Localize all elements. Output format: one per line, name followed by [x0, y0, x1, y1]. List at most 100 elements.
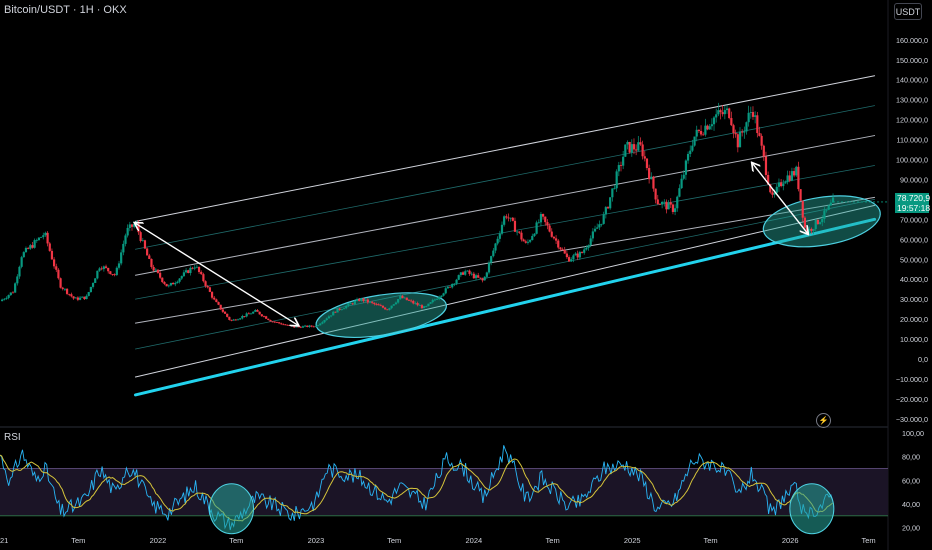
candle-body[interactable]: [122, 243, 125, 253]
candle-body[interactable]: [239, 318, 242, 320]
candle-body[interactable]: [814, 219, 817, 230]
candle-body[interactable]: [743, 131, 746, 133]
candle-body[interactable]: [457, 275, 460, 280]
candle-body[interactable]: [7, 295, 10, 298]
candle-body[interactable]: [96, 270, 99, 279]
candle-body[interactable]: [1, 299, 4, 302]
lightning-icon[interactable]: ⚡: [816, 413, 831, 428]
candle-body[interactable]: [193, 267, 196, 269]
candle-body[interactable]: [152, 266, 155, 271]
candle-body[interactable]: [360, 298, 363, 301]
candle-body[interactable]: [323, 320, 326, 323]
candle-body[interactable]: [412, 300, 415, 304]
candle-body[interactable]: [754, 115, 757, 117]
candle-body[interactable]: [245, 313, 248, 317]
candle-body[interactable]: [133, 224, 136, 227]
candle-body[interactable]: [823, 210, 826, 219]
candle-body[interactable]: [680, 178, 683, 189]
candle-body[interactable]: [591, 231, 594, 239]
candle-body[interactable]: [550, 231, 553, 237]
candle-body[interactable]: [184, 270, 188, 273]
candle-body[interactable]: [362, 298, 365, 302]
candle-body[interactable]: [747, 112, 750, 123]
candle-body[interactable]: [159, 272, 162, 278]
candle-body[interactable]: [639, 142, 642, 145]
candle-body[interactable]: [85, 295, 88, 300]
candle-body[interactable]: [816, 219, 819, 225]
rsi-highlight-circle[interactable]: [789, 483, 835, 535]
candle-body[interactable]: [366, 299, 369, 303]
candle-body[interactable]: [20, 257, 23, 267]
candle-body[interactable]: [518, 231, 521, 233]
candle-body[interactable]: [52, 259, 56, 267]
candle-body[interactable]: [710, 124, 713, 127]
candle-body[interactable]: [451, 283, 454, 288]
candle-body[interactable]: [167, 285, 170, 287]
candle-body[interactable]: [721, 112, 724, 115]
candle-body[interactable]: [777, 182, 781, 187]
rsi-line[interactable]: [0, 445, 834, 531]
candle-body[interactable]: [386, 309, 389, 311]
candle-body[interactable]: [420, 305, 424, 309]
candle-body[interactable]: [606, 207, 610, 209]
candle-body[interactable]: [565, 253, 569, 258]
candle-body[interactable]: [671, 204, 675, 212]
candle-body[interactable]: [390, 305, 393, 309]
candle-body[interactable]: [319, 323, 322, 326]
candle-body[interactable]: [632, 144, 636, 150]
candle-body[interactable]: [40, 236, 43, 238]
channel-line-mid[interactable]: [134, 196, 876, 324]
candle-body[interactable]: [738, 131, 742, 148]
candle-body[interactable]: [433, 299, 437, 301]
candle-body[interactable]: [83, 296, 86, 300]
candle-body[interactable]: [267, 318, 270, 321]
candle-body[interactable]: [810, 228, 813, 231]
candle-body[interactable]: [775, 186, 778, 193]
candle-body[interactable]: [234, 319, 237, 321]
candle-body[interactable]: [593, 228, 597, 232]
candle-body[interactable]: [503, 216, 506, 225]
candle-body[interactable]: [509, 217, 512, 219]
candle-body[interactable]: [189, 267, 192, 273]
candle-body[interactable]: [176, 281, 179, 283]
candle-body[interactable]: [115, 267, 118, 275]
candle-body[interactable]: [206, 286, 209, 288]
rsi-ma-line[interactable]: [0, 454, 833, 522]
candle-body[interactable]: [50, 250, 54, 260]
candle-body[interactable]: [669, 202, 672, 205]
candle-body[interactable]: [174, 282, 177, 285]
rsi-indicator-label[interactable]: RSI: [4, 432, 21, 443]
candle-body[interactable]: [373, 302, 376, 305]
candle-body[interactable]: [730, 118, 733, 126]
candle-body[interactable]: [444, 288, 447, 294]
candle-body[interactable]: [31, 245, 34, 248]
candle-body[interactable]: [529, 240, 532, 242]
candle-body[interactable]: [790, 171, 794, 181]
candle-body[interactable]: [210, 291, 214, 298]
candle-body[interactable]: [762, 145, 765, 157]
candle-body[interactable]: [236, 319, 240, 321]
candle-body[interactable]: [689, 150, 692, 154]
candle-body[interactable]: [368, 301, 372, 303]
candle-body[interactable]: [771, 192, 774, 195]
candle-body[interactable]: [61, 287, 64, 289]
candle-body[interactable]: [624, 144, 627, 157]
candle-body[interactable]: [661, 201, 664, 205]
candle-body[interactable]: [548, 225, 551, 232]
candle-body[interactable]: [334, 311, 337, 313]
candle-body[interactable]: [472, 273, 475, 279]
candle-body[interactable]: [459, 272, 462, 276]
candle-body[interactable]: [505, 216, 508, 218]
candle-body[interactable]: [448, 286, 452, 288]
candle-body[interactable]: [410, 300, 413, 302]
candle-body[interactable]: [310, 325, 313, 327]
candle-body[interactable]: [124, 235, 127, 244]
candle-body[interactable]: [202, 274, 205, 282]
candle-body[interactable]: [496, 238, 499, 244]
candle-body[interactable]: [329, 315, 333, 317]
currency-unit-button[interactable]: USDT: [894, 3, 922, 20]
candle-body[interactable]: [299, 326, 302, 328]
candle-body[interactable]: [507, 217, 510, 219]
candle-body[interactable]: [715, 114, 718, 118]
rsi-highlight-circle[interactable]: [209, 483, 255, 535]
